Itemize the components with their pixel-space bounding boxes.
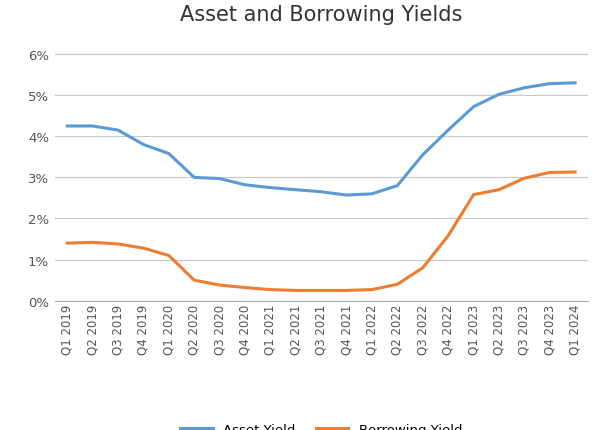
Asset Yield [216,177,223,182]
Borrowing Yield [318,288,325,293]
Asset Yield [140,143,147,148]
Borrowing Yield [546,170,553,175]
Borrowing Yield [64,241,71,246]
Borrowing Yield [115,242,122,247]
Borrowing Yield [140,246,147,251]
Asset Yield [115,128,122,133]
Asset Yield [521,86,528,91]
Asset Yield [495,92,502,98]
Borrowing Yield [292,288,299,293]
Asset Yield [368,192,376,197]
Borrowing Yield [190,278,198,283]
Asset Yield [165,152,173,157]
Borrowing Yield [165,253,173,258]
Asset Yield [419,153,427,158]
Asset Yield [292,187,299,193]
Asset Yield [64,124,71,129]
Borrowing Yield [495,187,502,193]
Borrowing Yield [521,176,528,181]
Asset Yield [318,190,325,195]
Borrowing Yield [394,282,401,287]
Borrowing Yield [571,170,579,175]
Legend: Asset Yield, Borrowing Yield: Asset Yield, Borrowing Yield [175,418,468,430]
Title: Asset and Borrowing Yields: Asset and Borrowing Yields [180,5,462,25]
Borrowing Yield [267,287,274,292]
Asset Yield [546,82,553,87]
Borrowing Yield [343,288,350,293]
Borrowing Yield [470,193,477,198]
Asset Yield [343,193,350,198]
Line: Borrowing Yield: Borrowing Yield [67,172,575,291]
Borrowing Yield [89,240,96,246]
Line: Asset Yield: Asset Yield [67,83,575,196]
Asset Yield [190,175,198,181]
Asset Yield [571,81,579,86]
Borrowing Yield [368,287,376,292]
Asset Yield [445,128,452,133]
Borrowing Yield [419,266,427,271]
Borrowing Yield [445,233,452,239]
Borrowing Yield [241,285,248,290]
Asset Yield [241,183,248,188]
Borrowing Yield [216,283,223,288]
Asset Yield [394,184,401,189]
Asset Yield [267,186,274,191]
Asset Yield [470,105,477,110]
Asset Yield [89,124,96,129]
